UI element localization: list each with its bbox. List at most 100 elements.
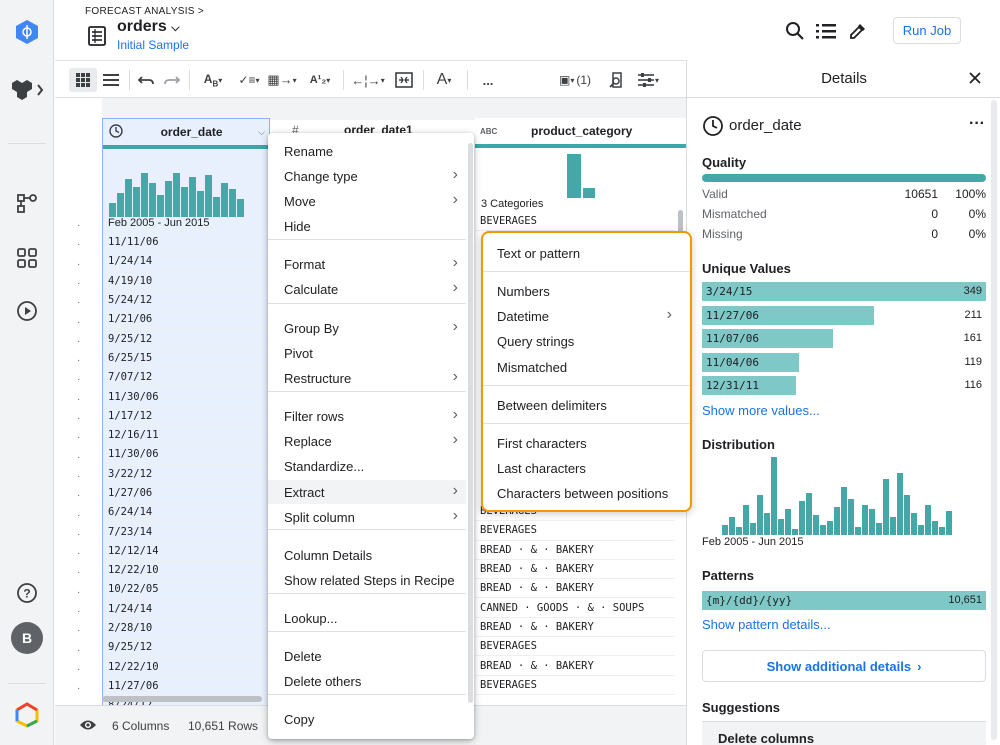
flows-menu-icon[interactable]	[10, 77, 46, 103]
product-logo-icon[interactable]	[14, 19, 40, 45]
table-cell[interactable]: 12/16/11	[103, 426, 269, 446]
menu-item-rename[interactable]: Rename	[268, 139, 466, 163]
table-cell[interactable]: 11/30/06	[103, 445, 269, 465]
submenu-item-characters-between-positions[interactable]: Characters between positions	[483, 481, 690, 505]
eyedropper-icon[interactable]	[846, 19, 870, 43]
menu-item-restructure[interactable]: Restructure ›	[268, 366, 466, 390]
text-format-icon[interactable]: A ▾	[436, 71, 452, 88]
submenu-item-last-characters[interactable]: Last characters	[483, 456, 690, 480]
unique-value-row[interactable]: 12/31/11 116	[702, 376, 986, 395]
horizontal-scrollbar[interactable]	[102, 696, 262, 702]
flow-icon[interactable]	[14, 190, 40, 216]
suggestion-card[interactable]: Delete columns	[702, 721, 986, 745]
grid-view-icon[interactable]	[69, 68, 97, 92]
menu-item-extract[interactable]: Extract ›	[268, 480, 466, 504]
grid-scrollbar[interactable]	[678, 210, 683, 240]
undo-icon[interactable]	[135, 68, 157, 92]
submenu-item-text-or-pattern[interactable]: Text or pattern	[483, 241, 690, 265]
search-icon[interactable]	[783, 19, 807, 43]
table-cell[interactable]: 9/25/12	[103, 329, 269, 349]
menu-item-move[interactable]: Move ›	[268, 189, 466, 213]
table-cell[interactable]: 12/22/10	[103, 658, 269, 677]
table-cell[interactable]: BEVERAGES	[475, 637, 675, 657]
sample-link[interactable]: Initial Sample	[117, 38, 190, 52]
menu-item-filter-rows[interactable]: Filter rows ›	[268, 404, 466, 428]
table-cell[interactable]: CANNED · GOODS · & · SOUPS	[475, 598, 675, 618]
run-job-button[interactable]: Run Job	[893, 17, 961, 44]
menu-item-lookup[interactable]: Lookup...	[268, 606, 466, 630]
table-cell[interactable]: 11/30/06	[103, 387, 269, 407]
submenu-item-numbers[interactable]: Numbers	[483, 279, 690, 303]
datetime-type-icon[interactable]	[109, 123, 125, 141]
pattern-row[interactable]: {m}/{dd}/{yy} 10,651	[702, 591, 986, 610]
table-cell[interactable]: 1/24/14	[103, 600, 269, 619]
show-additional-details-button[interactable]: Show additional details ›	[702, 650, 986, 682]
table-cell[interactable]: BREAD · & · BAKERY	[475, 560, 675, 580]
menu-item-format[interactable]: Format ›	[268, 252, 466, 276]
library-icon[interactable]	[14, 245, 40, 271]
column-header[interactable]: order_date ⌵	[103, 119, 269, 145]
jobs-icon[interactable]	[14, 298, 40, 324]
table-cell[interactable]: 9/25/12	[103, 638, 269, 658]
menu-item-hide[interactable]: Hide	[268, 214, 466, 238]
menu-item-calculate[interactable]: Calculate ›	[268, 277, 466, 301]
submenu-item-datetime[interactable]: Datetime ›	[483, 304, 690, 328]
table-cell[interactable]: 12/12/14	[103, 542, 269, 562]
restructure-icon[interactable]: ▦→ ▾	[267, 72, 297, 87]
column-menu-icon[interactable]: ⌵	[258, 126, 265, 137]
menu-item-change-type[interactable]: Change type ›	[268, 164, 466, 188]
submenu-item-mismatched[interactable]: Mismatched	[483, 355, 690, 379]
chevron-down-icon[interactable]: ⌵	[171, 22, 180, 34]
menu-item-replace[interactable]: Replace ›	[268, 429, 466, 453]
merge-columns-icon[interactable]: ←¦→ ▾	[351, 72, 385, 88]
list-icon[interactable]	[814, 19, 838, 43]
table-cell[interactable]: 10/22/05	[103, 580, 269, 600]
settings-sliders-icon[interactable]: ▾	[633, 68, 663, 92]
menu-item-delete-others[interactable]: Delete others	[268, 669, 466, 693]
table-cell[interactable]: BREAD · & · BAKERY	[475, 656, 675, 676]
table-cell[interactable]: 11/11/06	[103, 233, 269, 253]
page-title[interactable]: orders ⌵	[117, 18, 180, 36]
list-view-icon[interactable]	[99, 68, 123, 92]
table-cell[interactable]: 7/23/14	[103, 522, 269, 542]
close-icon[interactable]	[968, 71, 982, 90]
unique-value-row[interactable]: 11/04/06 119	[702, 352, 986, 372]
format-checklist-icon[interactable]: ✓≡ ▾	[238, 73, 260, 87]
help-icon[interactable]: ?	[14, 580, 40, 606]
split-column-icon[interactable]	[391, 68, 417, 92]
submenu-item-between-delimiters[interactable]: Between delimiters	[483, 393, 690, 417]
table-cell[interactable]: 6/24/14	[103, 503, 269, 523]
table-cell[interactable]: 1/17/12	[103, 407, 269, 426]
column-histogram[interactable]	[567, 150, 595, 198]
table-cell[interactable]: 6/25/15	[103, 349, 269, 369]
redo-icon[interactable]	[161, 68, 183, 92]
table-cell[interactable]: BEVERAGES	[475, 212, 675, 232]
menu-item-pivot[interactable]: Pivot	[268, 341, 466, 365]
table-cell[interactable]: BREAD · & · BAKERY	[475, 541, 675, 560]
table-cell[interactable]: 2/28/10	[103, 619, 269, 639]
column-histogram[interactable]	[109, 169, 244, 217]
show-pattern-details-link[interactable]: Show pattern details...	[702, 617, 831, 632]
submenu-item-first-characters[interactable]: First characters	[483, 431, 690, 455]
table-cell[interactable]: 4/19/10	[103, 272, 269, 291]
menu-item-split-column[interactable]: Split column ›	[268, 505, 466, 529]
table-cell[interactable]: 12/22/10	[103, 561, 269, 581]
table-cell[interactable]: 1/24/14	[103, 252, 269, 272]
table-cell[interactable]: BEVERAGES	[475, 521, 675, 541]
show-more-values-link[interactable]: Show more values...	[702, 403, 820, 418]
more-options-button[interactable]: ...	[482, 72, 494, 88]
table-cell[interactable]: 1/27/06	[103, 484, 269, 504]
table-cell[interactable]: 7/07/12	[103, 368, 269, 388]
column-header[interactable]: ABC product_category	[475, 118, 686, 144]
menu-item-standardize[interactable]: Standardize...	[268, 454, 466, 478]
visibility-icon[interactable]	[79, 718, 97, 735]
menu-item-group-by[interactable]: Group By ›	[268, 316, 466, 340]
change-type-icon[interactable]: AB ▾	[203, 71, 223, 89]
unique-value-row[interactable]: 11/27/06 211	[702, 305, 986, 325]
unique-value-row[interactable]: 11/07/06 161	[702, 329, 986, 348]
distribution-histogram[interactable]	[722, 455, 952, 535]
sort-icon[interactable]: A¹₂ ▾	[309, 74, 331, 86]
selection-button[interactable]: ▣ ▾ (1)	[558, 73, 592, 87]
menu-item-column-details[interactable]: Column Details	[268, 543, 466, 567]
table-cell[interactable]: BREAD · & · BAKERY	[475, 618, 675, 638]
